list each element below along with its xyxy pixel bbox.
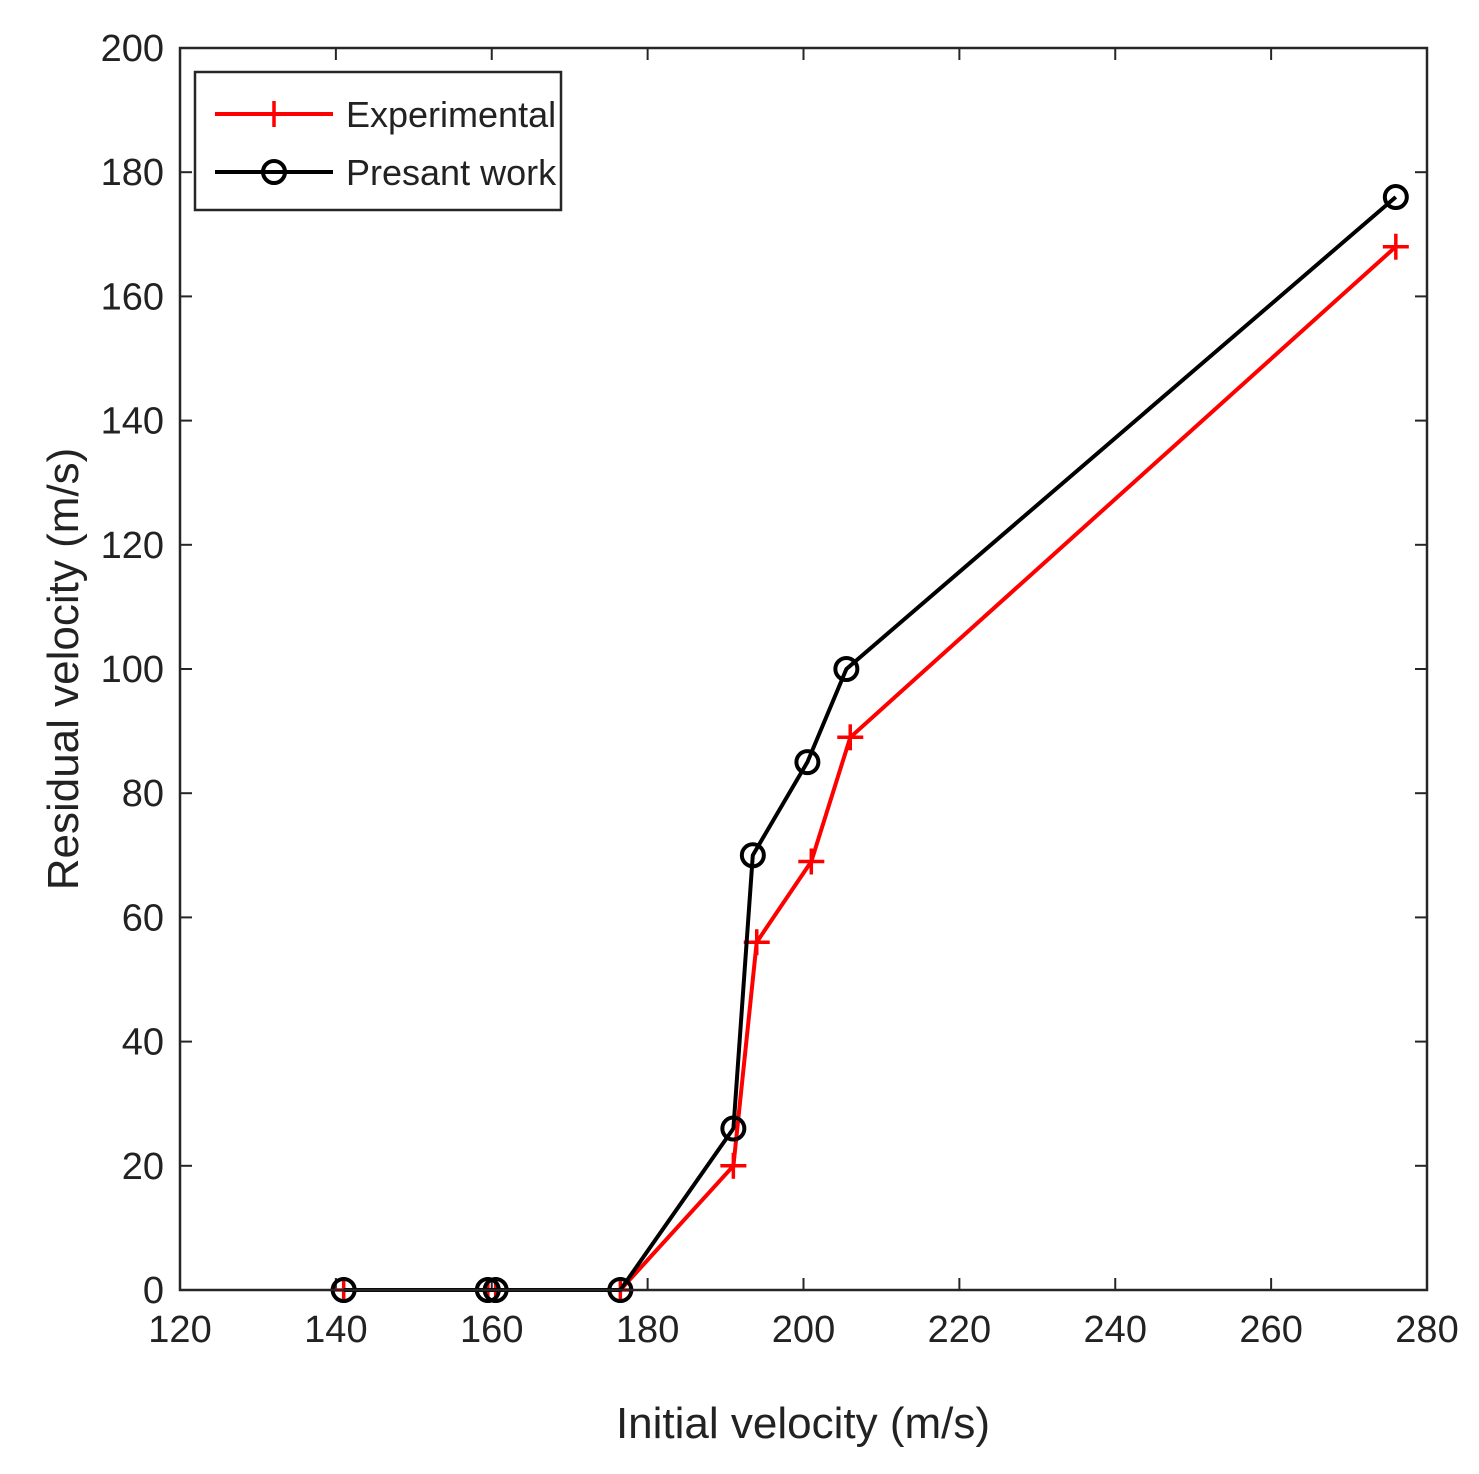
- data-point-experimental: [1382, 233, 1409, 260]
- x-tick-label: 200: [772, 1309, 835, 1351]
- legend-label: Experimental: [346, 94, 556, 135]
- data-point-experimental: [798, 848, 825, 875]
- legend-swatch-marker: [261, 159, 287, 185]
- x-tick-label: 220: [928, 1309, 991, 1351]
- data-point-presant-work: [833, 656, 860, 682]
- x-tick-label: 260: [1239, 1309, 1302, 1351]
- plot-frame: [178, 46, 1429, 1292]
- y-tick-label: 80: [122, 773, 164, 815]
- data-point-presant-work: [794, 749, 821, 776]
- y-axis-title: Residual velocity (m/s): [39, 448, 88, 891]
- x-axis-title: Initial velocity (m/s): [616, 1399, 990, 1448]
- data-point-presant-work: [1382, 184, 1409, 211]
- legend-label: Presant work: [346, 152, 557, 193]
- y-tick-label: 0: [143, 1270, 164, 1312]
- x-tick-label: 160: [460, 1309, 523, 1351]
- y-tick-label: 20: [122, 1146, 164, 1188]
- y-tick-label: 60: [122, 897, 164, 939]
- y-tick-label: 180: [101, 152, 164, 194]
- data-point-experimental: [720, 1152, 747, 1179]
- y-tick-label: 40: [122, 1022, 164, 1064]
- legend-item-experimental: Experimental: [215, 94, 556, 135]
- y-tick-label: 120: [101, 525, 164, 567]
- y-tick-label: 100: [101, 649, 164, 691]
- x-tick-label: 180: [616, 1309, 679, 1351]
- y-tick-label: 160: [101, 276, 164, 318]
- x-tick-label: 240: [1084, 1309, 1147, 1351]
- y-tick-label: 140: [101, 401, 164, 443]
- data-point-presant-work: [739, 842, 766, 869]
- legend-box: [193, 70, 563, 212]
- legend-item-presant-work: Presant work: [215, 152, 557, 193]
- plot-background: [180, 48, 1427, 1290]
- legend: Experimental Presant work: [193, 70, 563, 212]
- data-point-presant-work: [720, 1115, 747, 1142]
- legend-swatch-marker: [261, 101, 287, 127]
- tick-labels: 120 140 160 180 200 220 240 260 280 0 20 40 60 80 100 1…: [101, 28, 1459, 1351]
- x-tick-label: 140: [304, 1309, 367, 1351]
- x-tick-label: 280: [1395, 1309, 1458, 1351]
- y-tick-label: 200: [101, 28, 164, 70]
- data-point-experimental: [837, 724, 864, 751]
- x-tick-label: 120: [148, 1309, 211, 1351]
